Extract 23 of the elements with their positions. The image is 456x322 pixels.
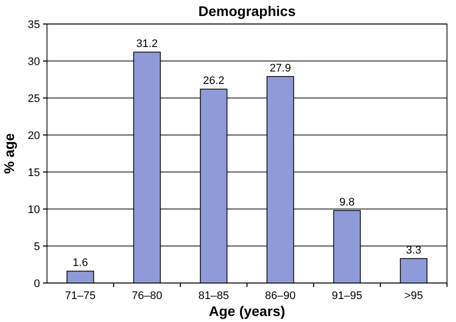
y-tick-label: 5 (34, 240, 40, 253)
y-tick-label: 20 (28, 130, 40, 142)
data-label: 1.6 (72, 257, 88, 270)
y-tick-label: 15 (28, 166, 40, 179)
y-axis-title: % age (1, 133, 17, 174)
y-tick-label: 25 (28, 92, 40, 105)
x-tick-label: >95 (404, 290, 424, 302)
data-label: 3.3 (406, 244, 422, 257)
y-tick-label: 0 (34, 278, 40, 290)
data-label: 31.2 (136, 38, 158, 50)
x-tick-label: 81–85 (198, 290, 229, 302)
x-axis-title: Age (years) (208, 303, 286, 319)
chart-title: Demographics (198, 3, 296, 19)
data-label: 27.9 (270, 62, 292, 75)
y-tick-label: 35 (28, 18, 40, 31)
x-tick-label: 91–95 (332, 290, 362, 302)
data-label: 26.2 (202, 75, 224, 88)
y-tick-label: 10 (28, 204, 40, 216)
x-tick-label: 76–80 (132, 290, 162, 302)
data-label: 9.8 (339, 196, 355, 208)
y-tick-label: 30 (28, 56, 40, 68)
x-tick-label: 86–90 (265, 290, 296, 302)
x-tick-label: 71–75 (65, 290, 96, 302)
